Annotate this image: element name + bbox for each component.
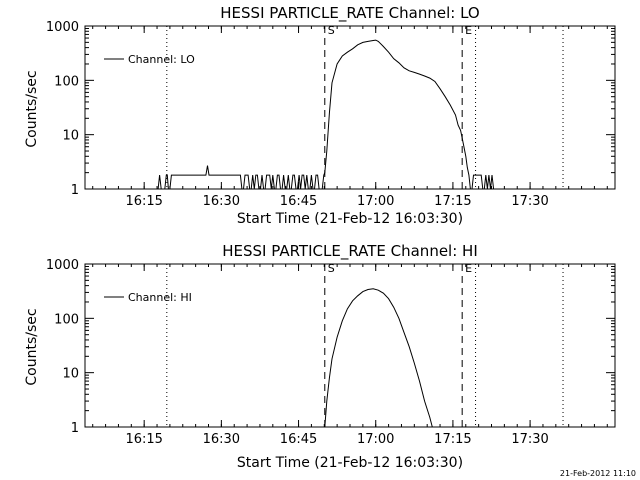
x-tick-label: 16:45 [280,432,317,447]
x-axis-label: Start Time (21-Feb-12 16:03:30) [237,455,463,471]
footer-timestamp: 21-Feb-2012 11:10 [560,469,636,478]
x-tick-label: 17:15 [434,432,471,447]
x-tick-label: 17:30 [511,432,548,447]
y-tick-label: 1 [71,421,79,436]
x-tick-label: 16:15 [125,432,162,447]
y-tick-label: 1 [71,183,79,198]
x-tick-label: 17:30 [511,194,548,209]
y-axis-label: Counts/sec [24,308,40,385]
y-tick-label: 10 [62,129,79,144]
y-tick-label: 100 [54,312,79,327]
marker-label-e: E [465,262,472,275]
legend-label: Channel: LO [128,53,195,66]
x-tick-label: 16:45 [280,194,317,209]
marker-label-s: S [328,24,335,37]
y-tick-label: 1000 [46,258,79,273]
legend: Channel: HI [104,291,192,304]
legend-label: Channel: HI [128,291,192,304]
marker-label-e: E [465,24,472,37]
chart-title: HESSI PARTICLE_RATE Channel: HI [222,242,478,261]
x-tick-label: 17:00 [357,194,394,209]
legend: Channel: LO [104,53,195,66]
x-tick-label: 16:15 [125,194,162,209]
chart-panel-lo: HESSI PARTICLE_RATE Channel: LO Start Ti… [24,4,616,227]
series-line [157,39,495,190]
y-axis-label: Counts/sec [24,70,40,147]
x-axis-label: Start Time (21-Feb-12 16:03:30) [237,211,463,227]
x-tick-label: 17:15 [434,194,471,209]
chart-panel-hi: HESSI PARTICLE_RATE Channel: HI Start Ti… [24,242,616,471]
series-line [324,288,433,428]
chart-title: HESSI PARTICLE_RATE Channel: LO [220,4,479,23]
x-tick-label: 16:30 [203,194,240,209]
y-tick-label: 10 [62,367,79,382]
x-tick-label: 17:00 [357,432,394,447]
marker-label-s: S [328,262,335,275]
x-tick-label: 16:30 [203,432,240,447]
y-tick-label: 100 [54,74,79,89]
y-tick-label: 1000 [46,20,79,35]
